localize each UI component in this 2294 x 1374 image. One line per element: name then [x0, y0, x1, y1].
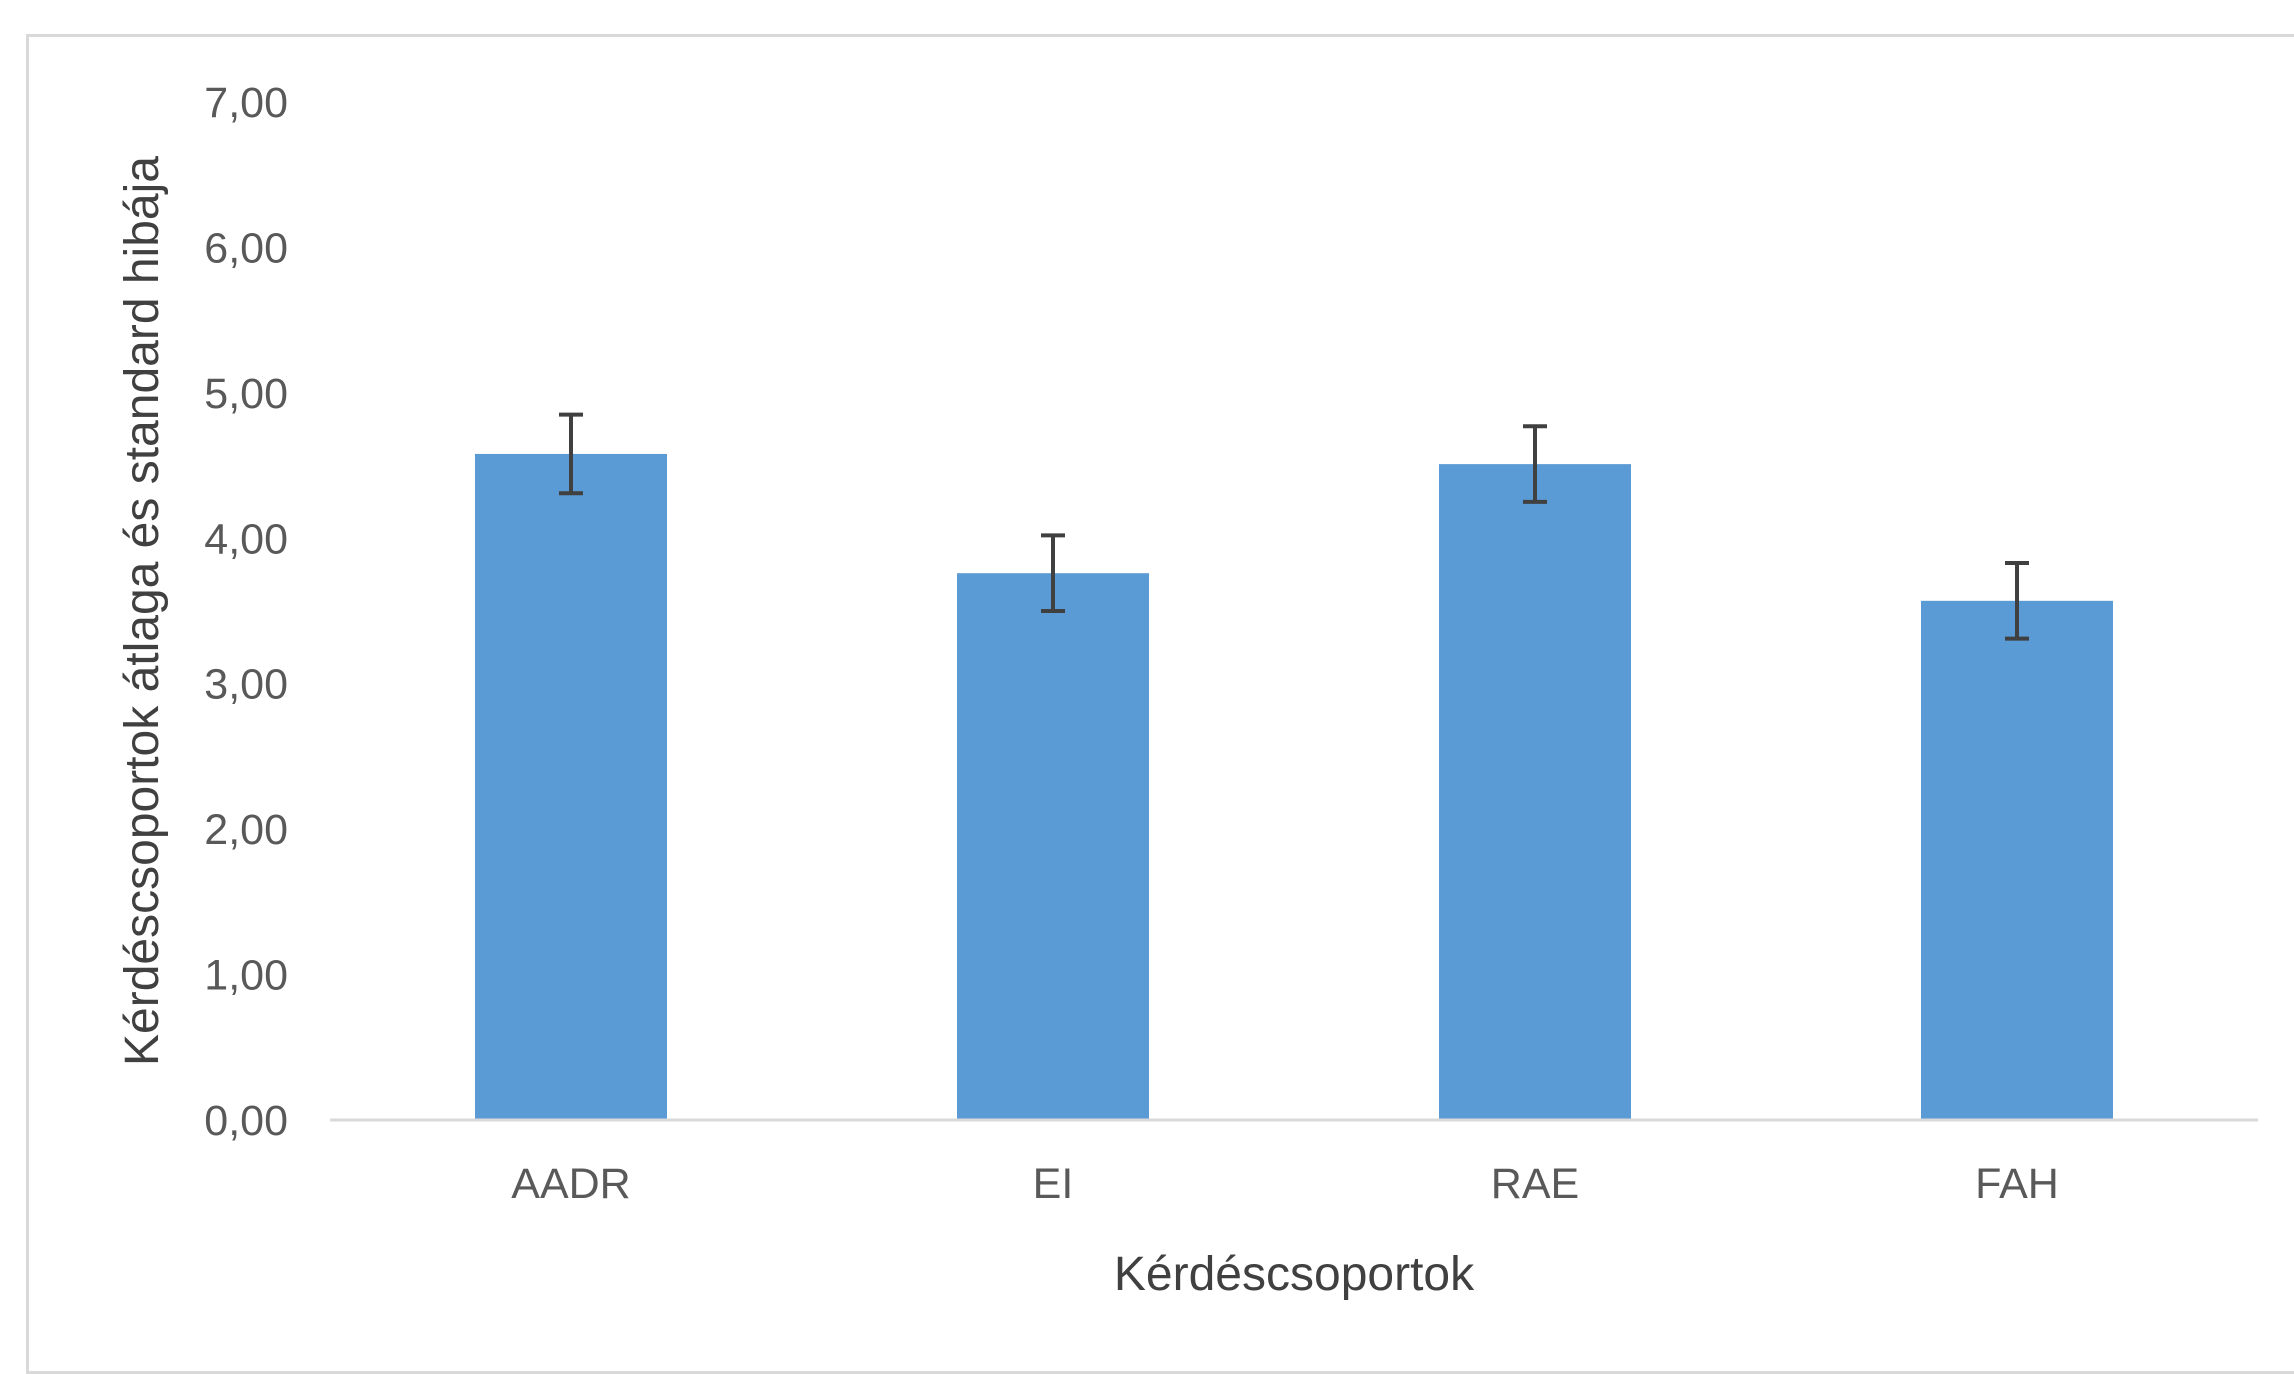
bar — [1921, 600, 2113, 1120]
error-bar — [559, 412, 583, 496]
bar — [1439, 464, 1631, 1120]
x-tick-label: AADR — [511, 1160, 630, 1208]
bar-series — [475, 453, 2113, 1120]
x-axis-category-labels: AADR EI RAE FAH — [511, 1160, 2059, 1208]
error-bar — [1041, 533, 1065, 613]
bar — [475, 453, 667, 1120]
y-axis-title: Kérdéscsoportok átlaga és standard hibáj… — [116, 156, 169, 1066]
error-bar — [2005, 561, 2029, 641]
bar — [957, 573, 1149, 1120]
x-tick-label: RAE — [1491, 1160, 1579, 1208]
y-tick-label: 6,00 — [204, 224, 288, 272]
x-axis-title: Kérdéscsoportok — [1114, 1248, 1475, 1301]
y-tick-label: 2,00 — [204, 806, 288, 854]
y-tick-label: 4,00 — [204, 515, 288, 563]
x-tick-label: FAH — [1975, 1160, 2059, 1208]
y-axis-tick-labels: 0,00 1,00 2,00 3,00 4,00 5,00 6,00 7,00 — [204, 79, 288, 1145]
y-tick-label: 1,00 — [204, 952, 288, 1000]
y-tick-label: 0,00 — [204, 1097, 288, 1145]
y-tick-label: 7,00 — [204, 79, 288, 127]
x-tick-label: EI — [1033, 1160, 1074, 1208]
y-tick-label: 5,00 — [204, 370, 288, 418]
error-bar — [1523, 424, 1547, 504]
y-tick-label: 3,00 — [204, 661, 288, 709]
chart-area — [26, 34, 2294, 1374]
error-bars — [559, 412, 2029, 641]
